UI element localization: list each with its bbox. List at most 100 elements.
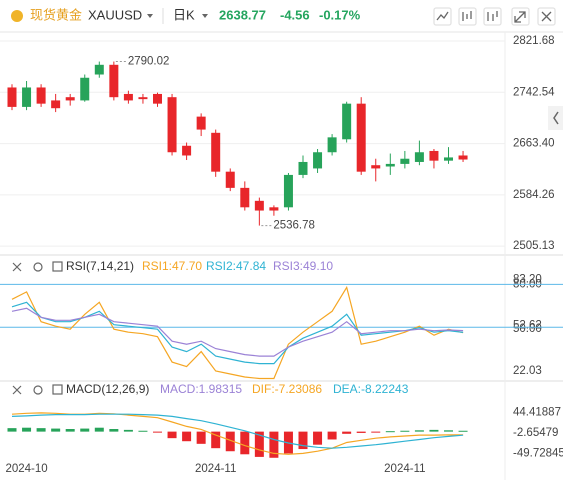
price: 2638.77 [219, 7, 266, 22]
histogram-bar [7, 428, 17, 432]
expand-icon[interactable] [52, 261, 63, 272]
candle-body [400, 158, 410, 164]
candle-body [240, 187, 250, 208]
icon [487, 11, 498, 21]
candle-body [182, 145, 192, 156]
high-annotation: 2790.02 [128, 56, 170, 68]
candle-body [313, 152, 323, 169]
histogram-bar [22, 427, 32, 432]
candle-body [342, 103, 352, 140]
legend-entry: DEA:-8.22243 [333, 382, 409, 396]
x-tick-label: 2024-10 [5, 463, 47, 475]
low-annotation: 2536.78 [273, 220, 315, 232]
change-pct: -0.17% [319, 7, 361, 22]
close-icon[interactable] [12, 385, 22, 395]
icon [462, 11, 472, 21]
candle-body [269, 207, 279, 211]
histogram-bar [182, 431, 192, 442]
histogram-bar [80, 428, 90, 432]
side-toggle[interactable] [548, 106, 563, 130]
histogram-bar [429, 429, 439, 432]
candle-body [356, 103, 366, 172]
histogram-bar [109, 429, 119, 432]
indicator-line [11, 307, 464, 357]
histogram-bar [254, 431, 264, 457]
dropdown-arrow[interactable] [147, 14, 153, 18]
histogram-bar [444, 430, 453, 432]
icon [514, 11, 526, 23]
candle-body [211, 132, 221, 172]
histogram-bar [94, 427, 104, 432]
period[interactable]: 日K [173, 7, 195, 22]
candle-body [458, 155, 468, 160]
histogram-bar [51, 428, 61, 432]
histogram-bar [167, 431, 177, 439]
histogram-bar [400, 430, 410, 432]
y-tick-label: 2742.54 [513, 86, 555, 98]
histogram-bar [414, 430, 424, 432]
icon [541, 11, 552, 22]
icon-button[interactable] [483, 7, 502, 26]
settings-icon[interactable] [33, 385, 43, 395]
histogram-bar [123, 429, 133, 432]
y-tick-label: 50.00 [513, 323, 542, 335]
histogram-bar [138, 430, 148, 432]
histogram-bar [153, 431, 162, 433]
indicator-title: MACD(12,26,9) [66, 382, 149, 396]
histogram-bar [240, 431, 250, 455]
candle-body [385, 163, 395, 167]
y-tick-label: 2663.40 [513, 138, 555, 150]
y-tick-label: -2.65479 [513, 427, 558, 439]
x-tick-label: 2024-11 [384, 463, 425, 475]
histogram-bar [196, 431, 206, 444]
candle-body [22, 87, 32, 107]
icon [436, 11, 449, 21]
icon-button[interactable] [537, 7, 556, 26]
settings-icon[interactable] [33, 262, 43, 272]
legend-entry: RSI3:49.10 [273, 259, 333, 273]
candle-body [225, 171, 235, 188]
histogram-bar [313, 431, 323, 445]
candle-body [153, 93, 162, 104]
histogram-bar [225, 431, 235, 452]
icon-button[interactable] [433, 7, 452, 26]
legend-entry: DIF:-7.23086 [252, 382, 322, 396]
candle-body [371, 165, 381, 169]
histogram-bar [327, 431, 337, 440]
icon-button[interactable] [511, 7, 530, 26]
legend-entry: RSI1:47.70 [142, 259, 202, 273]
candle-body [7, 87, 17, 107]
y-tick-label: 2505.13 [513, 240, 555, 252]
toolbar-icons [433, 7, 556, 26]
histogram-bar [269, 431, 279, 458]
dropdown-arrow[interactable] [202, 14, 208, 18]
legend-entry: MACD:1.98315 [160, 382, 242, 396]
icon-button[interactable] [458, 7, 477, 26]
histogram-bar [458, 430, 468, 432]
indicator-title: RSI(7,14,21) [66, 259, 134, 273]
candle-body [254, 200, 264, 211]
y-tick-label: 22.03 [513, 365, 542, 377]
histogram-bar [298, 431, 308, 450]
symbol[interactable]: XAUUSD [88, 7, 142, 22]
instrument-name: 现货黄金 [30, 7, 82, 22]
histogram-bar [356, 431, 366, 433]
candle-body [36, 87, 46, 104]
indicator-line [11, 285, 464, 380]
expand-icon[interactable] [52, 384, 63, 395]
histogram-bar [36, 428, 46, 432]
rsi-tools [12, 261, 63, 395]
candle-body [167, 97, 177, 153]
candle-body [196, 116, 206, 130]
y-tick-label: 2584.26 [513, 189, 555, 201]
close-icon[interactable] [12, 262, 22, 272]
x-tick-label: 2024-11 [195, 463, 236, 475]
indicator-line [11, 412, 464, 455]
indicator-line [11, 301, 464, 365]
candle-body [80, 77, 90, 101]
change: -4.56 [280, 7, 310, 22]
histogram-bar [211, 431, 221, 449]
histogram-bar [371, 431, 381, 433]
